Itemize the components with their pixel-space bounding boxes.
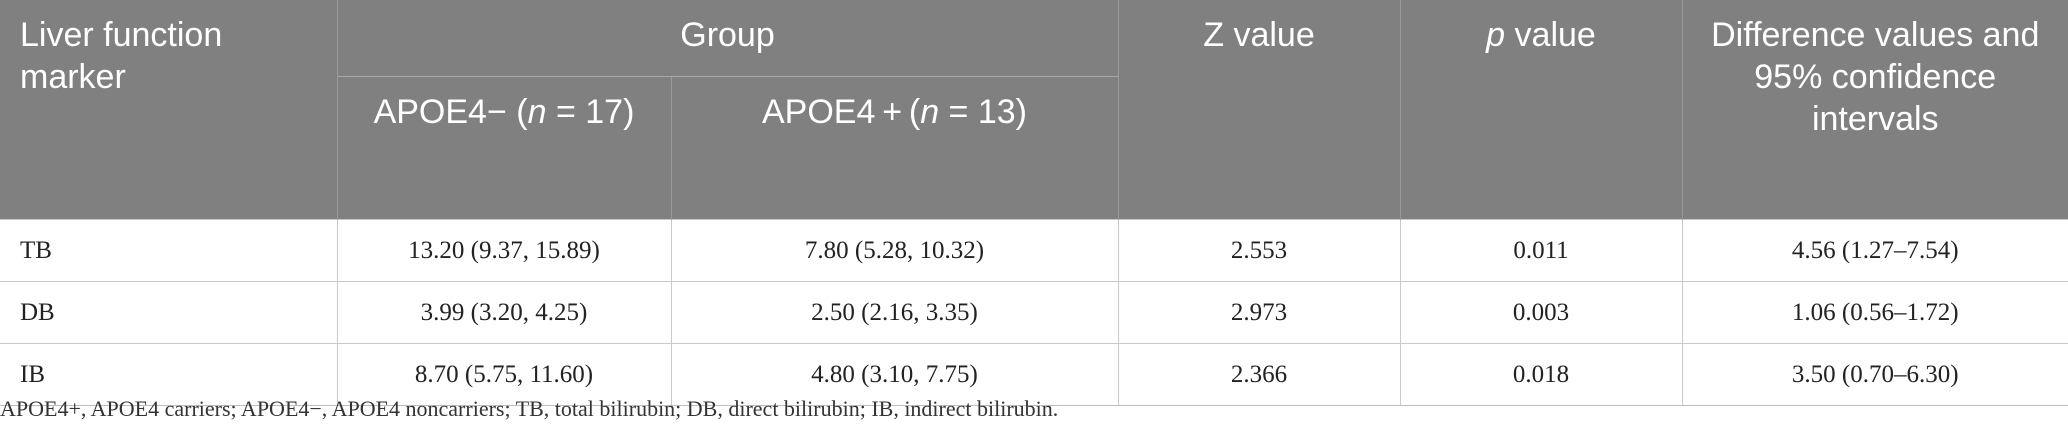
p-italic: p bbox=[1486, 16, 1506, 54]
cell-apoe4-positive: 7.80 (5.28, 10.32) bbox=[670, 219, 1118, 282]
table-header: Liver function marker Group Z value p va… bbox=[0, 0, 2068, 220]
header-difference-ci: Difference values and 95% confidence int… bbox=[1681, 0, 2068, 220]
header-z-value: Z value bbox=[1117, 0, 1401, 220]
cell-apoe4-positive: 2.50 (2.16, 3.35) bbox=[670, 281, 1118, 344]
table-container: Liver function marker Group Z value p va… bbox=[0, 0, 2068, 406]
cell-marker: IB bbox=[0, 343, 337, 406]
table-row: TB 13.20 (9.37, 15.89) 7.80 (5.28, 10.32… bbox=[0, 219, 2068, 282]
table-footnote: APOE4+, APOE4 carriers; APOE4−, APOE4 no… bbox=[0, 396, 1059, 421]
cell-apoe4-positive: 4.80 (3.10, 7.75) bbox=[670, 343, 1118, 406]
cell-difference-ci: 1.06 (0.56–1.72) bbox=[1681, 281, 2068, 344]
cell-p-value: 0.018 bbox=[1399, 343, 1682, 406]
header-p-value: p value bbox=[1399, 0, 1683, 220]
cell-z-value: 2.973 bbox=[1117, 281, 1400, 344]
header-liver-function-marker: Liver function marker bbox=[0, 0, 338, 220]
liver-function-table: Liver function marker Group Z value p va… bbox=[0, 0, 2068, 406]
cell-p-value: 0.003 bbox=[1399, 281, 1682, 344]
p-rest: value bbox=[1505, 16, 1596, 54]
cell-marker: TB bbox=[0, 219, 337, 282]
cell-apoe4-negative: 13.20 (9.37, 15.89) bbox=[336, 219, 671, 282]
cell-marker: DB bbox=[0, 281, 337, 344]
table-row: DB 3.99 (3.20, 4.25) 2.50 (2.16, 3.35) 2… bbox=[0, 281, 2068, 344]
table-row: IB 8.70 (5.75, 11.60) 4.80 (3.10, 7.75) … bbox=[0, 343, 2068, 406]
cell-z-value: 2.553 bbox=[1117, 219, 1400, 282]
header-group: Group bbox=[336, 0, 1119, 77]
cell-z-value: 2.366 bbox=[1117, 343, 1400, 406]
cell-difference-ci: 3.50 (0.70–6.30) bbox=[1681, 343, 2068, 406]
cell-apoe4-negative: 8.70 (5.75, 11.60) bbox=[336, 343, 671, 406]
cell-apoe4-negative: 3.99 (3.20, 4.25) bbox=[336, 281, 671, 344]
header-apoe4-negative: APOE4− (n = 17) bbox=[336, 76, 672, 220]
table-body: TB 13.20 (9.37, 15.89) 7.80 (5.28, 10.32… bbox=[0, 219, 2068, 406]
cell-p-value: 0.011 bbox=[1399, 219, 1682, 282]
cell-difference-ci: 4.56 (1.27–7.54) bbox=[1681, 219, 2068, 282]
header-apoe4-positive: APOE4 + (n = 13) bbox=[670, 76, 1119, 220]
